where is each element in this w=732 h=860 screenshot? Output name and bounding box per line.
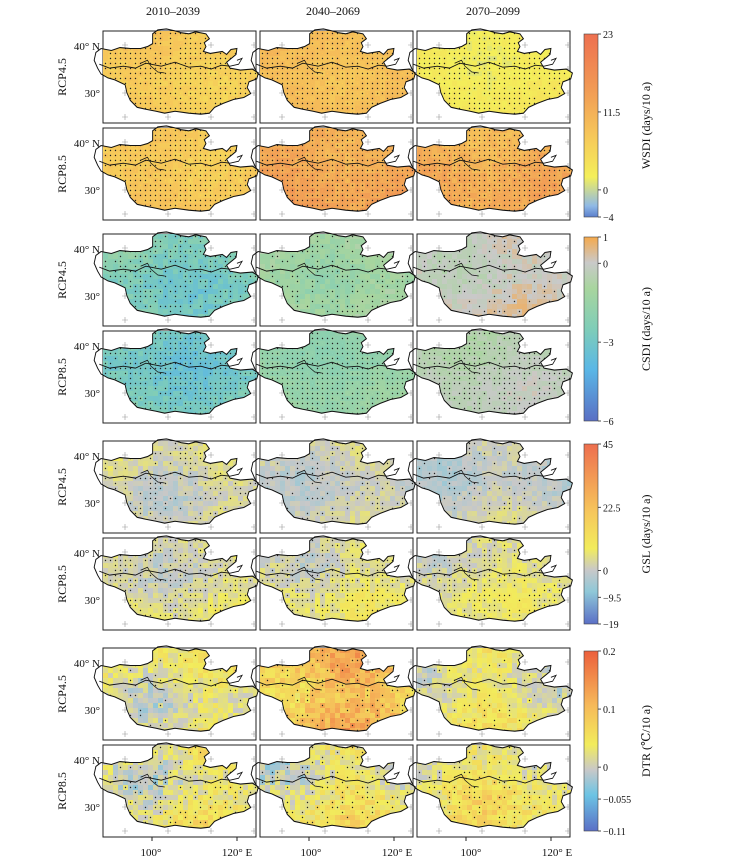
map-panel-1-0-1 — [250, 231, 416, 327]
map-panel-0-1-2 — [407, 125, 573, 221]
map-panel-1-1-1 — [250, 328, 416, 424]
map-panel-0-0-1 — [250, 28, 416, 124]
colorbar-tick-label: 0 — [603, 186, 608, 197]
colorbar-tick-label: 22.5 — [603, 503, 621, 514]
map-panel-2-0-0 — [93, 438, 259, 534]
map-panel-3-1-0 — [93, 742, 259, 841]
map-panel-2-1-1 — [250, 535, 416, 631]
map-panel-2-1-0 — [93, 535, 259, 631]
colorbar-tick-label: 45 — [603, 440, 613, 451]
lat-label-40: 40° N — [74, 244, 100, 256]
map-panel-1-1-0 — [93, 328, 259, 424]
colorbar-label: GSL (days/10 a) — [639, 495, 653, 574]
row-label: RCP8.5 — [55, 565, 69, 603]
map-panel-3-1-2 — [407, 742, 573, 841]
colorbar-tick-label: −0.055 — [603, 795, 631, 806]
colorbar-tick-label: 0 — [603, 567, 608, 578]
lat-label-40: 40° N — [74, 658, 100, 670]
lon-label-100: 100° — [141, 847, 162, 859]
colorbar — [583, 236, 599, 422]
map-panel-2-0-1 — [250, 438, 416, 534]
row-label: RCP8.5 — [55, 772, 69, 810]
row-label: RCP8.5 — [55, 155, 69, 193]
lat-label-40: 40° N — [74, 341, 100, 353]
lat-label-30: 30° — [85, 498, 100, 510]
map-panel-1-0-0 — [93, 231, 259, 327]
colorbar-label: DTR (℃/10 a) — [639, 705, 653, 777]
column-header-1: 2010–2039 — [146, 4, 200, 18]
colorbar-tick-label: −6 — [603, 417, 614, 428]
colorbar-tick-label: 0.2 — [603, 647, 616, 658]
colorbar-group: 23 11.5 0 −4 WSDI (days/10 a) 1 0 −3 −6 CSDI (day… — [583, 30, 653, 838]
lon-label-120: 120° E — [222, 847, 253, 859]
map-panel-0-0-2 — [407, 28, 573, 124]
lon-label-120: 120° E — [542, 847, 573, 859]
map-panel-3-0-1 — [250, 645, 416, 741]
map-panel-2-1-2 — [407, 535, 573, 631]
lat-label-30: 30° — [85, 88, 100, 100]
map-panel-3-0-2 — [407, 645, 573, 741]
colorbar-tick-label: 1 — [603, 233, 608, 244]
lat-label-30: 30° — [85, 185, 100, 197]
colorbar-tick-label: 0.1 — [603, 705, 616, 716]
lon-label-120: 120° E — [382, 847, 413, 859]
colorbar-tick-label: −0.11 — [603, 827, 626, 838]
row-label: RCP4.5 — [55, 468, 69, 506]
lat-label-40: 40° N — [74, 138, 100, 150]
map-panel-0-1-0 — [93, 125, 259, 221]
lat-label-40: 40° N — [74, 451, 100, 463]
map-panel-2-0-2 — [407, 438, 573, 534]
map-panel-0-0-0 — [93, 28, 259, 124]
panel-grid: RCP4.5 40° N 30° RCP8.5 40° N 30° RCP4.5 40° N 3… — [55, 28, 573, 841]
column-header-2: 2040–2069 — [306, 4, 360, 18]
map-panel-0-1-1 — [250, 125, 416, 221]
colorbar — [583, 33, 599, 218]
lat-label-40: 40° N — [74, 41, 100, 53]
lat-label-30: 30° — [85, 388, 100, 400]
colorbar-tick-label: 0 — [603, 763, 608, 774]
colorbar — [583, 650, 599, 832]
colorbar-tick-label: −3 — [603, 338, 614, 349]
map-panel-1-1-2 — [407, 328, 573, 424]
lat-label-40: 40° N — [74, 755, 100, 767]
colorbar-tick-label: 11.5 — [603, 108, 620, 119]
row-label: RCP4.5 — [55, 58, 69, 96]
map-panel-3-0-0 — [93, 645, 259, 741]
colorbar-tick-label: −19 — [603, 620, 619, 631]
colorbar-tick-label: −9.5 — [603, 593, 621, 604]
lat-label-30: 30° — [85, 802, 100, 814]
colorbar-tick-label: 23 — [603, 30, 613, 41]
lat-label-30: 30° — [85, 595, 100, 607]
colorbar-tick-label: 0 — [603, 259, 608, 270]
lat-label-30: 30° — [85, 291, 100, 303]
lon-label-100: 100° — [301, 847, 322, 859]
colorbar-label: WSDI (days/10 a) — [639, 82, 653, 169]
row-label: RCP4.5 — [55, 675, 69, 713]
lon-label-100: 100° — [461, 847, 482, 859]
colorbar-tick-label: −4 — [603, 213, 614, 224]
map-panel-1-0-2 — [407, 231, 573, 327]
colorbar-label: CSDI (days/10 a) — [639, 287, 653, 371]
map-panel-3-1-1 — [250, 742, 416, 841]
lat-label-40: 40° N — [74, 548, 100, 560]
lat-label-30: 30° — [85, 705, 100, 717]
row-label: RCP4.5 — [55, 261, 69, 299]
column-header-3: 2070–2099 — [466, 4, 520, 18]
colorbar — [583, 443, 599, 625]
row-label: RCP8.5 — [55, 358, 69, 396]
